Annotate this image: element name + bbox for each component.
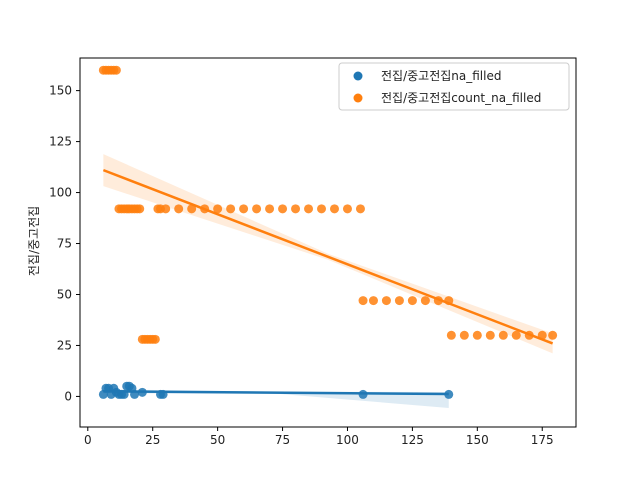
y-tick-label: 125	[49, 135, 72, 149]
data-point-series-1	[548, 330, 558, 340]
data-point-series-1	[342, 204, 352, 214]
x-axis-ticks: 0 25 50 75 100 125 150 175	[84, 427, 554, 447]
data-point-series-1	[511, 330, 521, 340]
plot-frame	[79, 57, 577, 428]
data-point-series-1	[329, 204, 339, 214]
data-point-series-1	[381, 296, 391, 306]
data-point-series-1	[355, 204, 365, 214]
data-point-series-1	[394, 296, 404, 306]
data-point-series-1	[278, 204, 288, 214]
data-point-series-1	[161, 204, 171, 214]
y-axis-label: 전집/중고전집	[27, 206, 41, 276]
legend-label-series-0: 전집/중고전집na_filled	[381, 69, 501, 83]
data-point-series-1	[150, 334, 160, 344]
data-point-series-1	[407, 296, 417, 306]
legend-marker-series-0	[353, 71, 363, 81]
data-point-series-1	[368, 296, 378, 306]
confidence-band-series-1	[103, 154, 553, 354]
data-point-series-1	[459, 330, 469, 340]
data-point-series-1	[472, 330, 482, 340]
plot-area	[98, 65, 558, 408]
data-point-series-1	[187, 204, 197, 214]
x-tick-label: 50	[210, 433, 225, 447]
x-tick-label: 100	[336, 433, 359, 447]
x-tick-label: 0	[84, 433, 92, 447]
data-point-series-1	[252, 204, 262, 214]
x-tick-label: 125	[401, 433, 424, 447]
x-tick-label: 75	[275, 433, 290, 447]
legend-frame	[338, 62, 570, 111]
x-tick-label: 150	[466, 433, 489, 447]
data-point-series-0	[444, 389, 454, 399]
x-tick-label: 25	[145, 433, 160, 447]
x-tick-label: 175	[531, 433, 554, 447]
data-point-series-1	[485, 330, 495, 340]
data-point-series-1	[358, 296, 368, 306]
data-point-series-1	[213, 204, 223, 214]
y-tick-label: 75	[57, 237, 72, 251]
y-axis-ticks: 0 25 50 75 100 125 150	[49, 84, 80, 403]
data-point-series-1	[420, 296, 430, 306]
data-point-series-1	[304, 204, 314, 214]
y-tick-label: 150	[49, 84, 72, 98]
data-point-series-1	[446, 330, 456, 340]
data-point-series-1	[498, 330, 508, 340]
y-tick-label: 25	[57, 338, 72, 352]
data-point-series-1	[111, 65, 121, 75]
data-point-series-1	[174, 204, 184, 214]
y-tick-label: 100	[49, 186, 72, 200]
data-point-series-1	[239, 204, 249, 214]
y-tick-label: 0	[64, 389, 72, 403]
legend-label-series-1: 전집/중고전집count_na_filled	[381, 91, 541, 105]
regression-line-series-0	[103, 390, 449, 396]
regression-line-series-1	[102, 168, 554, 345]
legend-marker-series-1	[353, 93, 363, 103]
data-point-series-1	[317, 204, 327, 214]
data-point-series-1	[135, 204, 145, 214]
data-point-series-1	[226, 204, 236, 214]
data-point-series-1	[291, 204, 301, 214]
legend: 전집/중고전집na_filled 전집/중고전집count_na_filled	[338, 62, 570, 111]
data-point-series-1	[265, 204, 275, 214]
y-tick-label: 50	[57, 287, 72, 301]
